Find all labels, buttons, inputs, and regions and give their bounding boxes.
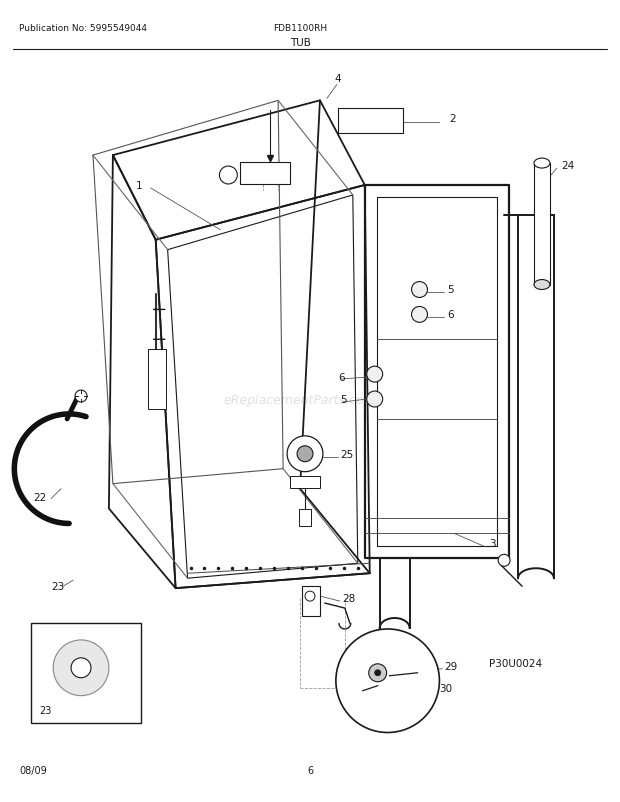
Circle shape <box>498 555 510 566</box>
Text: 3: 3 <box>489 539 496 549</box>
Circle shape <box>297 446 313 462</box>
Text: 28: 28 <box>342 593 355 603</box>
Text: 25: 25 <box>340 449 353 460</box>
Bar <box>299 509 311 527</box>
Text: 5: 5 <box>340 395 347 404</box>
Text: 22: 22 <box>33 492 46 502</box>
Text: 1: 1 <box>136 180 143 191</box>
Text: eReplacementParts.com: eReplacementParts.com <box>224 393 376 406</box>
Text: 23: 23 <box>39 705 51 715</box>
Text: 29: 29 <box>445 661 458 671</box>
Circle shape <box>412 307 427 323</box>
Ellipse shape <box>534 159 550 169</box>
Circle shape <box>71 658 91 678</box>
Circle shape <box>287 436 323 472</box>
Text: 6: 6 <box>338 373 345 383</box>
Text: 6: 6 <box>448 310 454 320</box>
Text: TUB: TUB <box>290 38 311 47</box>
Text: 24: 24 <box>561 161 574 171</box>
FancyArrowPatch shape <box>501 565 522 586</box>
Text: Publication No: 5995549044: Publication No: 5995549044 <box>19 24 148 33</box>
Bar <box>534 164 550 286</box>
Circle shape <box>305 591 315 602</box>
Bar <box>31 623 141 723</box>
Bar <box>241 163 290 184</box>
Text: 08/09: 08/09 <box>19 765 47 776</box>
Circle shape <box>367 391 383 407</box>
Text: 5: 5 <box>448 286 454 295</box>
Bar <box>338 109 402 134</box>
Text: FDB1100RH: FDB1100RH <box>273 24 327 33</box>
Ellipse shape <box>534 280 550 290</box>
Circle shape <box>374 670 381 676</box>
Text: 23: 23 <box>51 581 64 591</box>
Circle shape <box>219 167 237 184</box>
Circle shape <box>75 391 87 403</box>
Bar <box>302 586 320 616</box>
Text: 4: 4 <box>335 75 342 84</box>
Circle shape <box>412 282 427 298</box>
Bar <box>290 476 320 488</box>
Text: 6: 6 <box>307 765 313 776</box>
Bar <box>148 350 166 410</box>
Text: 2: 2 <box>450 114 456 124</box>
Circle shape <box>367 367 383 383</box>
Circle shape <box>336 630 440 732</box>
Text: 30: 30 <box>440 683 453 693</box>
Circle shape <box>53 640 109 696</box>
Text: P30U0024: P30U0024 <box>489 658 542 668</box>
Circle shape <box>369 664 387 682</box>
